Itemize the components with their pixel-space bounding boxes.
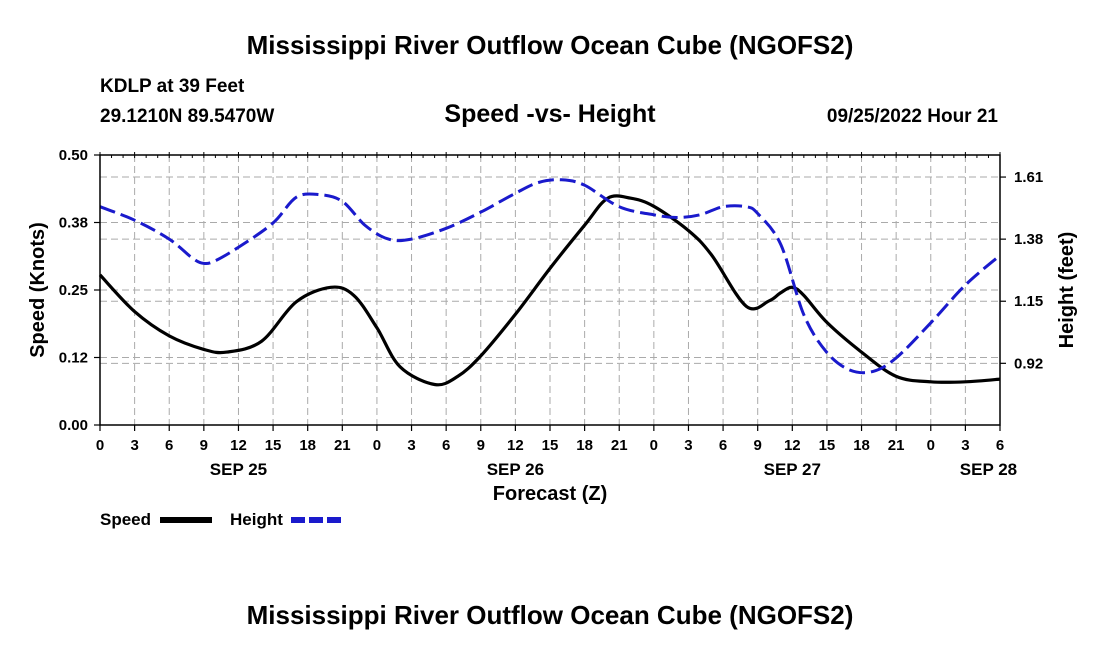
series-line-speed: [98, 194, 1001, 387]
x-tick-label: 15: [265, 437, 282, 454]
right-axis: 0.92 1.15 1.38 1.61: [1000, 169, 1043, 372]
y-axis-label-left: Speed (Knots): [27, 222, 49, 358]
x-tick-label: 9: [754, 437, 762, 454]
x-tick-label: 12: [507, 437, 524, 454]
x-tick-label: 3: [684, 437, 692, 454]
x-tick-label: 6: [442, 437, 450, 454]
y-left-tick-label: 0.25: [59, 282, 88, 299]
date-label: SEP 25: [210, 460, 267, 479]
date-label: SEP 27: [764, 460, 821, 479]
repeated-main-title: Mississippi River Outflow Ocean Cube (NG…: [246, 600, 854, 630]
date-label: SEP 28: [960, 460, 1017, 479]
chart-title: Speed -vs- Height: [444, 100, 656, 128]
x-tick-label: 21: [888, 437, 905, 454]
x-tick-label: 12: [784, 437, 801, 454]
x-axis-label: Forecast (Z): [493, 483, 607, 505]
x-tick-label: 18: [299, 437, 316, 454]
grid: [100, 155, 1000, 425]
y-right-tick-label: 0.92: [1014, 355, 1043, 372]
series-layer: [98, 178, 1001, 387]
y-right-tick-label: 1.38: [1014, 231, 1043, 248]
x-tick-label: 18: [576, 437, 593, 454]
y-axis-label-right: Height (feet): [1056, 232, 1078, 349]
x-tick-label: 3: [130, 437, 138, 454]
x-tick-label: 21: [334, 437, 351, 454]
x-tick-label: 15: [819, 437, 836, 454]
x-tick-label: 0: [650, 437, 658, 454]
speed-height-chart: 0.00 0.12 0.25 0.38 0.50 0.92 1.15 1.38 1.61 0 3…: [27, 147, 1078, 529]
main-title: Mississippi River Outflow Ocean Cube (NG…: [246, 30, 854, 60]
legend: Speed Height: [100, 510, 343, 529]
x-tick-label: 6: [719, 437, 727, 454]
station-label: KDLP at 39 Feet: [100, 76, 245, 97]
y-right-tick-label: 1.61: [1014, 169, 1043, 186]
x-tick-label: 21: [611, 437, 628, 454]
bottom-axis: 0 3 6 9 12 15 18 21 0 3 6 9 12 15 18 21 0 3 6 9 12 15 18 21 0 3 6 S…: [96, 152, 1017, 479]
x-tick-label: 15: [542, 437, 559, 454]
left-axis: 0.00 0.12 0.25 0.38 0.50: [59, 147, 100, 434]
x-tick-label: 6: [165, 437, 173, 454]
x-tick-label: 3: [407, 437, 415, 454]
x-tick-label: 0: [373, 437, 381, 454]
y-left-tick-label: 0.00: [59, 417, 88, 434]
y-left-tick-label: 0.50: [59, 147, 88, 164]
series-line-height: [99, 178, 1001, 375]
date-label: SEP 26: [487, 460, 544, 479]
y-left-tick-label: 0.12: [59, 350, 88, 367]
forecast-datetime: 09/25/2022 Hour 21: [826, 106, 998, 127]
y-right-tick-label: 1.15: [1014, 293, 1043, 310]
x-tick-label: 12: [230, 437, 247, 454]
x-tick-label: 9: [477, 437, 485, 454]
x-tick-label: 9: [200, 437, 208, 454]
x-tick-label: 3: [961, 437, 969, 454]
x-tick-label: 0: [96, 437, 104, 454]
station-coordinates: 29.1210N 89.5470W: [100, 106, 275, 127]
y-left-tick-label: 0.38: [59, 215, 88, 232]
legend-height-label: Height: [230, 510, 283, 529]
x-tick-label: 6: [996, 437, 1004, 454]
x-tick-label: 18: [853, 437, 870, 454]
x-tick-label: 0: [927, 437, 935, 454]
legend-speed-label: Speed: [100, 510, 151, 529]
